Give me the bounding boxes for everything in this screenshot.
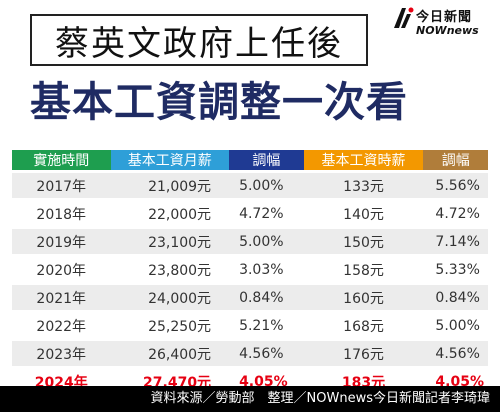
header-year: 實施時間 (12, 150, 111, 170)
table-body: 2017年 21,009元 5.00% 133元 5.56% 2018年 22,000元 4.… (12, 173, 488, 394)
cell-year: 2021年 (12, 285, 111, 310)
cell-hourly-wage: 133元 (303, 173, 424, 198)
nownews-mark-icon (394, 7, 414, 28)
subtitle-box: 蔡英文政府上任後 (30, 14, 368, 66)
cell-monthly-rate: 4.56% (229, 341, 304, 366)
nownews-logo: 今日新聞 NOWnews (392, 2, 496, 42)
cell-hourly-rate: 4.56% (423, 341, 488, 366)
header-monthly-wage: 基本工資月薪 (110, 150, 230, 170)
cell-monthly-wage: 21,009元 (110, 173, 230, 198)
table-row: 2019年 23,100元 5.00% 150元 7.14% (12, 229, 488, 254)
cell-year: 2023年 (12, 341, 111, 366)
wage-table: 實施時間 基本工資月薪 調幅 基本工資時薪 調幅 2017年 21,009元 5.0… (12, 147, 488, 397)
cell-hourly-rate: 7.14% (423, 229, 488, 254)
cell-monthly-rate: 3.03% (229, 257, 304, 282)
cell-hourly-wage: 176元 (303, 341, 424, 366)
logo-text-cn: 今日新聞 (416, 10, 473, 25)
cell-hourly-rate: 4.72% (423, 201, 488, 226)
cell-monthly-wage: 23,100元 (110, 229, 230, 254)
cell-hourly-wage: 158元 (303, 257, 424, 282)
cell-monthly-wage: 24,000元 (110, 285, 230, 310)
table-row: 2018年 22,000元 4.72% 140元 4.72% (12, 201, 488, 226)
table-row: 2017年 21,009元 5.00% 133元 5.56% (12, 173, 488, 198)
header-hourly-wage: 基本工資時薪 (303, 150, 424, 170)
cell-monthly-rate: 5.00% (229, 173, 304, 198)
cell-hourly-rate: 5.56% (423, 173, 488, 198)
cell-hourly-wage: 160元 (303, 285, 424, 310)
cell-year: 2017年 (12, 173, 111, 198)
table-row: 2021年 24,000元 0.84% 160元 0.84% (12, 285, 488, 310)
subtitle: 蔡英文政府上任後 (55, 23, 343, 64)
header-monthly-rate: 調幅 (229, 150, 304, 170)
cell-year: 2018年 (12, 201, 111, 226)
table-header-row: 實施時間 基本工資月薪 調幅 基本工資時薪 調幅 (12, 150, 488, 170)
cell-year: 2022年 (12, 313, 111, 338)
cell-monthly-rate: 5.21% (229, 313, 304, 338)
cell-monthly-rate: 4.72% (229, 201, 304, 226)
headline: 基本工資調整一次看 (30, 78, 408, 126)
footer-credit: 資料來源／勞動部 整理／NOWnews今日新聞記者李琦瑋 (0, 386, 500, 412)
cell-hourly-wage: 168元 (303, 313, 424, 338)
cell-monthly-wage: 26,400元 (110, 341, 230, 366)
table-row: 2020年 23,800元 3.03% 158元 5.33% (12, 257, 488, 282)
cell-monthly-wage: 25,250元 (110, 313, 230, 338)
cell-hourly-wage: 140元 (303, 201, 424, 226)
table-row: 2023年 26,400元 4.56% 176元 4.56% (12, 341, 488, 366)
cell-monthly-wage: 23,800元 (110, 257, 230, 282)
header-hourly-rate: 調幅 (423, 150, 488, 170)
logo-text-en: NOWnews (416, 24, 479, 37)
cell-monthly-rate: 5.00% (229, 229, 304, 254)
cell-year: 2019年 (12, 229, 111, 254)
cell-hourly-rate: 5.00% (423, 313, 488, 338)
table-row: 2022年 25,250元 5.21% 168元 5.00% (12, 313, 488, 338)
cell-monthly-rate: 0.84% (229, 285, 304, 310)
cell-monthly-wage: 22,000元 (110, 201, 230, 226)
cell-hourly-wage: 150元 (303, 229, 424, 254)
cell-hourly-rate: 0.84% (423, 285, 488, 310)
cell-hourly-rate: 5.33% (423, 257, 488, 282)
cell-year: 2020年 (12, 257, 111, 282)
